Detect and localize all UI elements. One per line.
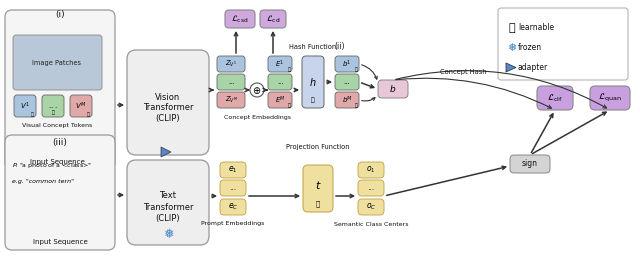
Text: ...: ...: [344, 79, 350, 85]
FancyBboxPatch shape: [5, 135, 115, 250]
Text: Visual Concept Tokens: Visual Concept Tokens: [22, 122, 92, 127]
Text: ❅: ❅: [508, 43, 516, 53]
FancyBboxPatch shape: [358, 162, 384, 178]
FancyBboxPatch shape: [13, 35, 102, 90]
FancyBboxPatch shape: [217, 92, 245, 108]
Text: ...: ...: [277, 79, 283, 85]
FancyBboxPatch shape: [268, 74, 292, 90]
FancyBboxPatch shape: [220, 199, 246, 215]
Text: $b^1$: $b^1$: [342, 58, 352, 70]
Text: (ii): (ii): [335, 42, 345, 51]
FancyBboxPatch shape: [5, 10, 115, 170]
Text: Transformer: Transformer: [143, 104, 193, 113]
Text: learnable: learnable: [518, 24, 554, 33]
Text: $e_1$: $e_1$: [228, 165, 238, 175]
FancyBboxPatch shape: [220, 180, 246, 196]
Text: $\mathcal{L}_{\mathrm{csd}}$: $\mathcal{L}_{\mathrm{csd}}$: [231, 13, 249, 25]
Text: 🔥: 🔥: [316, 200, 320, 207]
Text: Concept Hash: Concept Hash: [440, 69, 486, 75]
Text: $Z_{V^1}$: $Z_{V^1}$: [225, 59, 237, 69]
Text: (CLIP): (CLIP): [156, 214, 180, 223]
Text: $\mathcal{L}_{\mathrm{quan}}$: $\mathcal{L}_{\mathrm{quan}}$: [598, 92, 622, 104]
FancyBboxPatch shape: [590, 86, 630, 110]
FancyBboxPatch shape: [268, 56, 292, 72]
Text: Input Sequence: Input Sequence: [33, 239, 88, 245]
FancyBboxPatch shape: [303, 165, 333, 212]
Text: Vision: Vision: [156, 92, 180, 101]
Text: $Z_{V^M}$: $Z_{V^M}$: [225, 95, 237, 105]
FancyBboxPatch shape: [378, 80, 408, 98]
Text: 🔥: 🔥: [311, 98, 315, 103]
Text: $\oplus$: $\oplus$: [252, 85, 262, 95]
Text: 🔥: 🔥: [355, 103, 357, 108]
Text: Text: Text: [159, 191, 177, 200]
Text: $t$: $t$: [315, 179, 321, 191]
Text: ...: ...: [228, 79, 234, 85]
FancyBboxPatch shape: [335, 92, 359, 108]
Text: ❅: ❅: [163, 228, 173, 241]
Text: frozen: frozen: [518, 43, 542, 52]
FancyBboxPatch shape: [127, 160, 209, 245]
Text: sign: sign: [522, 160, 538, 169]
Text: $\mathcal{L}_{\mathrm{cd}}$: $\mathcal{L}_{\mathrm{cd}}$: [266, 13, 280, 25]
FancyBboxPatch shape: [268, 92, 292, 108]
FancyBboxPatch shape: [335, 74, 359, 90]
Text: $h$: $h$: [309, 76, 317, 88]
Text: ...: ...: [367, 183, 374, 192]
Text: (iii): (iii): [52, 138, 67, 147]
Text: Projection Function: Projection Function: [286, 144, 349, 150]
Text: 🔥: 🔥: [287, 103, 291, 108]
FancyBboxPatch shape: [127, 50, 209, 155]
Text: $\cdot\!\cdot\!\cdot$: $\cdot\!\cdot\!\cdot$: [48, 103, 58, 109]
Text: $e_C$: $e_C$: [228, 202, 238, 212]
FancyBboxPatch shape: [220, 162, 246, 178]
FancyBboxPatch shape: [358, 180, 384, 196]
Text: Image Patches: Image Patches: [33, 60, 81, 66]
Text: 🔥: 🔥: [509, 23, 515, 33]
FancyBboxPatch shape: [510, 155, 550, 173]
Polygon shape: [506, 63, 516, 72]
Text: (i): (i): [55, 11, 65, 20]
Text: Transformer: Transformer: [143, 202, 193, 211]
FancyBboxPatch shape: [498, 8, 628, 80]
Text: ...: ...: [229, 183, 237, 192]
Text: 🔥: 🔥: [86, 112, 90, 117]
Text: 🔥: 🔥: [355, 67, 357, 72]
Text: 🔥: 🔥: [287, 67, 291, 72]
FancyBboxPatch shape: [42, 95, 64, 117]
Text: Input Sequence: Input Sequence: [29, 159, 84, 165]
Text: $V^1$: $V^1$: [20, 100, 30, 112]
Text: $\mathcal{L}_{\mathrm{clf}}$: $\mathcal{L}_{\mathrm{clf}}$: [547, 92, 563, 104]
Text: $o_C$: $o_C$: [366, 202, 376, 212]
FancyBboxPatch shape: [537, 86, 573, 110]
Text: e.g. "common tern": e.g. "common tern": [12, 179, 74, 184]
Circle shape: [250, 83, 264, 97]
Text: Semantic Class Centers: Semantic Class Centers: [333, 222, 408, 227]
Text: Hash Function: Hash Function: [289, 44, 337, 50]
Text: $b^M$: $b^M$: [342, 94, 353, 106]
FancyBboxPatch shape: [302, 56, 324, 108]
Text: $E^M$: $E^M$: [275, 94, 285, 106]
Text: (CLIP): (CLIP): [156, 114, 180, 123]
Text: $E^1$: $E^1$: [275, 58, 285, 70]
FancyBboxPatch shape: [70, 95, 92, 117]
Text: 🔥: 🔥: [31, 112, 33, 117]
FancyBboxPatch shape: [217, 56, 245, 72]
FancyBboxPatch shape: [217, 74, 245, 90]
Text: 🔥: 🔥: [52, 110, 54, 115]
Text: Concept Embeddings: Concept Embeddings: [223, 114, 291, 120]
Text: Prompt Embeddings: Prompt Embeddings: [202, 222, 265, 227]
Text: adapter: adapter: [518, 64, 548, 73]
Text: $V^M$: $V^M$: [76, 100, 86, 112]
FancyBboxPatch shape: [358, 199, 384, 215]
FancyBboxPatch shape: [260, 10, 286, 28]
Text: $b$: $b$: [389, 83, 397, 95]
FancyBboxPatch shape: [14, 95, 36, 117]
Text: $o_1$: $o_1$: [366, 165, 376, 175]
Text: $P_i$ "a photo of a <class>": $P_i$ "a photo of a <class>": [12, 161, 92, 170]
FancyBboxPatch shape: [335, 56, 359, 72]
FancyBboxPatch shape: [225, 10, 255, 28]
Polygon shape: [161, 147, 171, 157]
